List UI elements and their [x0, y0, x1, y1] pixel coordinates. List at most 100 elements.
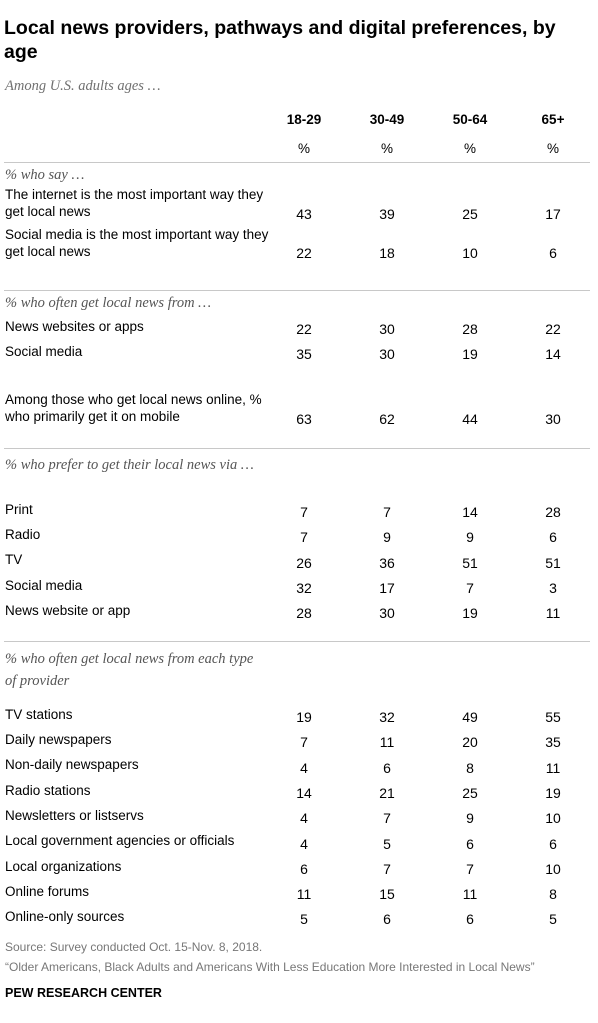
value-cell-30-49: 21 [379, 785, 395, 801]
value-cell-50-64: 6 [466, 836, 474, 852]
value-cell-65-plus: 19 [545, 785, 561, 801]
row-label: Social media [5, 344, 83, 359]
value-cell-30-49: 62 [379, 411, 395, 427]
value-cell-30-49: 7 [383, 810, 391, 826]
row-label: Social media is the most important way t… [5, 227, 269, 259]
row-label: Social media [5, 578, 83, 593]
value-cell-65-plus: 11 [545, 605, 561, 621]
value-cell-50-64: 28 [462, 321, 478, 337]
value-cell-65-plus: 10 [545, 810, 561, 826]
row-label: Among those who get local news online, %… [5, 392, 262, 424]
value-cell-18-29: 4 [300, 760, 308, 776]
value-cell-65-plus: 10 [545, 861, 561, 877]
value-cell-65-plus: 35 [545, 734, 561, 750]
value-cell-18-29: 43 [296, 206, 312, 222]
column-header-50-64: 50-64 [452, 112, 488, 127]
value-cell-50-64: 7 [466, 580, 474, 596]
value-cell-50-64: 49 [462, 709, 478, 725]
value-cell-18-29: 63 [296, 411, 312, 427]
section-divider [4, 162, 590, 163]
value-cell-18-29: 6 [300, 861, 308, 877]
row-label: Online-only sources [5, 909, 125, 924]
value-cell-30-49: 7 [383, 861, 391, 877]
value-cell-18-29: 14 [296, 785, 312, 801]
section-divider [4, 290, 590, 291]
column-unit: % [546, 141, 559, 156]
value-cell-18-29: 22 [296, 321, 312, 337]
column-unit: % [297, 141, 310, 156]
credit-logo-text: PEW RESEARCH CENTER [5, 986, 162, 1000]
section-heading: % who often get local news from each typ… [5, 651, 254, 689]
value-cell-50-64: 9 [466, 529, 474, 545]
value-cell-65-plus: 8 [549, 886, 557, 902]
value-cell-18-29: 4 [300, 836, 308, 852]
value-cell-30-49: 6 [383, 760, 391, 776]
section-divider [4, 448, 590, 449]
section-heading: % who prefer to get their local news via… [5, 457, 254, 473]
value-cell-65-plus: 22 [545, 321, 561, 337]
value-cell-18-29: 5 [300, 911, 308, 927]
value-cell-50-64: 7 [466, 861, 474, 877]
row-label: TV [5, 552, 23, 567]
row-label: Print [5, 502, 33, 517]
source-note: Source: Survey conducted Oct. 15-Nov. 8,… [5, 940, 263, 954]
value-cell-65-plus: 3 [549, 580, 557, 596]
row-label: News website or app [5, 603, 131, 618]
value-cell-65-plus: 28 [545, 504, 561, 520]
value-cell-30-49: 30 [379, 321, 395, 337]
value-cell-18-29: 28 [296, 605, 312, 621]
value-cell-18-29: 32 [296, 580, 312, 596]
value-cell-30-49: 17 [379, 580, 395, 596]
chart-title: Local news providers, pathways and digit… [4, 17, 556, 63]
value-cell-18-29: 22 [296, 245, 312, 261]
value-cell-30-49: 18 [379, 245, 395, 261]
value-cell-18-29: 7 [300, 529, 308, 545]
value-cell-65-plus: 11 [545, 760, 561, 776]
value-cell-18-29: 4 [300, 810, 308, 826]
report-title-note: “Older Americans, Black Adults and Ameri… [5, 960, 535, 974]
section-divider [4, 641, 590, 642]
row-label: Radio [5, 527, 41, 542]
column-unit: % [380, 141, 393, 156]
value-cell-65-plus: 6 [549, 836, 557, 852]
row-label: Radio stations [5, 783, 91, 798]
value-cell-30-49: 30 [379, 605, 395, 621]
value-cell-50-64: 9 [466, 810, 474, 826]
value-cell-50-64: 19 [462, 346, 478, 362]
value-cell-65-plus: 14 [545, 346, 561, 362]
value-cell-65-plus: 17 [545, 206, 561, 222]
value-cell-65-plus: 6 [549, 529, 557, 545]
column-header-30-49: 30-49 [369, 112, 405, 127]
value-cell-65-plus: 30 [545, 411, 561, 427]
value-cell-18-29: 35 [296, 346, 312, 362]
column-header-65-plus: 65+ [541, 112, 565, 127]
value-cell-50-64: 11 [462, 886, 478, 902]
row-label: Daily newspapers [5, 732, 112, 747]
value-cell-30-49: 39 [379, 206, 395, 222]
row-label: Local government agencies or officials [5, 833, 235, 848]
value-cell-30-49: 7 [383, 504, 391, 520]
value-cell-50-64: 14 [462, 504, 478, 520]
value-cell-30-49: 5 [383, 836, 391, 852]
value-cell-18-29: 7 [300, 504, 308, 520]
value-cell-18-29: 7 [300, 734, 308, 750]
value-cell-65-plus: 55 [545, 709, 561, 725]
row-label: News websites or apps [5, 319, 144, 334]
chart-subtitle: Among U.S. adults ages … [5, 78, 161, 94]
column-unit: % [463, 141, 476, 156]
value-cell-50-64: 51 [462, 555, 478, 571]
column-header-18-29: 18-29 [286, 112, 322, 127]
value-cell-50-64: 44 [462, 411, 478, 427]
value-cell-65-plus: 5 [549, 911, 557, 927]
value-cell-50-64: 25 [462, 206, 478, 222]
row-label: Newsletters or listservs [5, 808, 144, 823]
value-cell-18-29: 26 [296, 555, 312, 571]
value-cell-65-plus: 51 [545, 555, 561, 571]
row-label: The internet is the most important way t… [5, 187, 264, 219]
value-cell-50-64: 19 [462, 605, 478, 621]
value-cell-18-29: 11 [296, 886, 312, 902]
value-cell-18-29: 19 [296, 709, 312, 725]
row-label: Local organizations [5, 859, 122, 874]
value-cell-65-plus: 6 [549, 245, 557, 261]
value-cell-50-64: 6 [466, 911, 474, 927]
